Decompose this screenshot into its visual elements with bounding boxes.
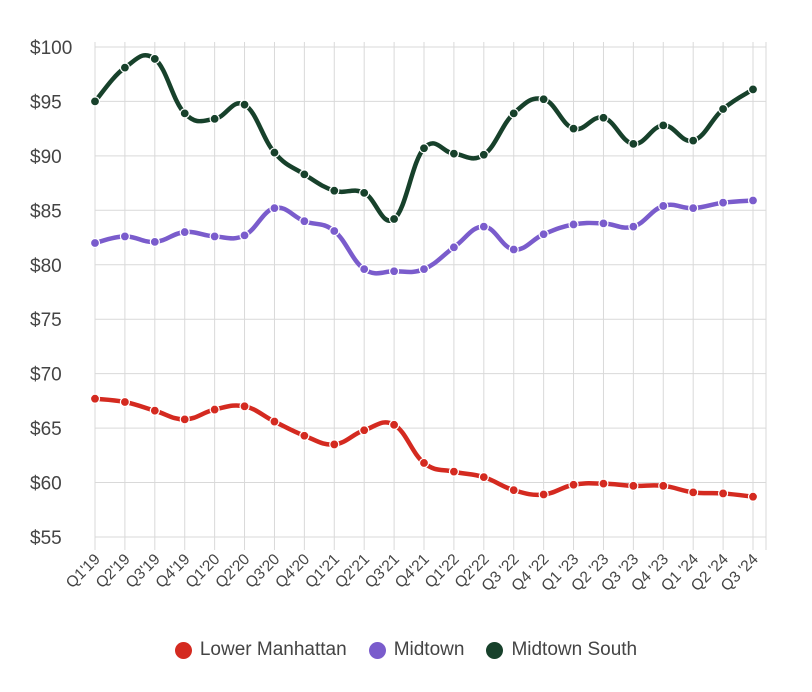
data-point	[448, 148, 460, 159]
data-point	[508, 485, 519, 496]
data-point	[478, 221, 489, 232]
data-point	[359, 425, 370, 436]
data-point	[628, 138, 639, 149]
data-point	[269, 416, 280, 427]
data-point	[658, 200, 669, 212]
data-point	[149, 236, 160, 247]
data-point	[179, 108, 190, 119]
data-point	[418, 457, 430, 469]
data-point	[299, 430, 310, 441]
data-point	[598, 478, 609, 489]
data-point	[478, 472, 489, 483]
data-point	[508, 244, 519, 255]
grid-lines	[94, 42, 767, 550]
data-point	[658, 480, 669, 491]
legend-item: Lower Manhattan	[174, 639, 347, 661]
data-point	[628, 480, 639, 491]
data-point	[717, 197, 729, 208]
data-point	[239, 230, 250, 241]
data-point	[239, 401, 250, 412]
data-point	[359, 264, 370, 275]
y-tick-label: $90	[30, 147, 62, 168]
legend-item: Midtown	[368, 639, 465, 661]
data-point	[119, 62, 131, 73]
data-point	[209, 404, 220, 415]
data-point	[418, 264, 430, 275]
legend: Lower Manhattan Midtown Midtown South	[0, 636, 812, 664]
data-point	[269, 203, 280, 214]
series-lower-manhattan	[89, 393, 759, 502]
data-point	[299, 169, 310, 180]
data-point	[598, 112, 609, 123]
data-point	[209, 113, 220, 124]
data-point	[688, 487, 699, 498]
data-point	[568, 479, 579, 490]
data-point	[448, 242, 460, 253]
legend-marker	[486, 641, 504, 659]
data-point	[329, 225, 340, 237]
legend-label: Lower Manhattan	[199, 639, 347, 660]
legend-item: Midtown South	[486, 639, 637, 661]
y-axis-ticks: $55 $60 $65 $70 $75 $80 $85 $90 $95 $100	[30, 38, 72, 549]
y-tick-label: $75	[30, 310, 62, 331]
data-point	[508, 108, 519, 119]
legend-label: Midtown South	[511, 639, 638, 660]
data-point	[269, 147, 280, 158]
data-point	[179, 226, 190, 238]
y-tick-label: $65	[30, 419, 62, 440]
series-midtown-south	[89, 52, 759, 225]
y-tick-label: $55	[30, 528, 62, 549]
data-point	[747, 195, 759, 206]
data-point	[388, 419, 400, 430]
data-point	[329, 439, 340, 450]
legend-marker	[368, 641, 386, 659]
data-point	[388, 266, 400, 277]
data-point	[747, 491, 759, 502]
data-point	[209, 231, 220, 242]
data-point	[418, 143, 430, 154]
y-tick-label: $100	[30, 38, 72, 59]
y-tick-label: $60	[30, 474, 62, 495]
data-point	[628, 221, 639, 232]
data-point	[119, 231, 131, 242]
y-tick-label: $80	[30, 256, 62, 277]
data-point	[538, 229, 549, 240]
data-point	[89, 393, 101, 404]
data-point	[747, 84, 759, 95]
data-point	[149, 53, 160, 65]
x-axis-ticks: Q1'19Q2'19Q3'19Q4'19Q1'20Q2'20Q3'20Q4'20…	[63, 551, 762, 595]
legend-label: Midtown	[393, 639, 465, 660]
data-point	[478, 149, 489, 160]
y-tick-label: $85	[30, 201, 62, 222]
data-point	[688, 203, 699, 214]
y-tick-label: $95	[30, 92, 62, 113]
data-point	[598, 218, 609, 229]
data-point	[299, 216, 310, 227]
data-point	[149, 405, 160, 416]
data-point	[538, 94, 549, 105]
data-point	[359, 187, 370, 198]
data-point	[119, 396, 131, 408]
data-point	[658, 120, 669, 131]
data-point	[717, 488, 729, 499]
data-point	[89, 96, 101, 107]
data-point	[329, 185, 340, 196]
data-point	[688, 135, 699, 146]
data-point	[89, 237, 101, 249]
data-point	[568, 123, 579, 134]
data-point	[538, 489, 549, 500]
data-point	[239, 99, 250, 110]
series-midtown	[89, 195, 759, 277]
legend-marker	[174, 641, 192, 659]
data-point	[448, 466, 460, 477]
data-point	[568, 219, 579, 230]
data-point	[179, 414, 190, 425]
data-point	[717, 103, 729, 115]
data-point	[388, 213, 400, 225]
series-lines	[89, 52, 759, 502]
y-tick-label: $70	[30, 365, 62, 386]
